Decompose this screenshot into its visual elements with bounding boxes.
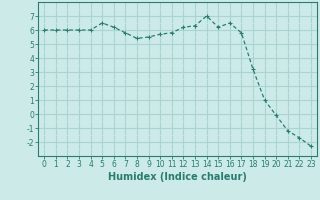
X-axis label: Humidex (Indice chaleur): Humidex (Indice chaleur) xyxy=(108,172,247,182)
